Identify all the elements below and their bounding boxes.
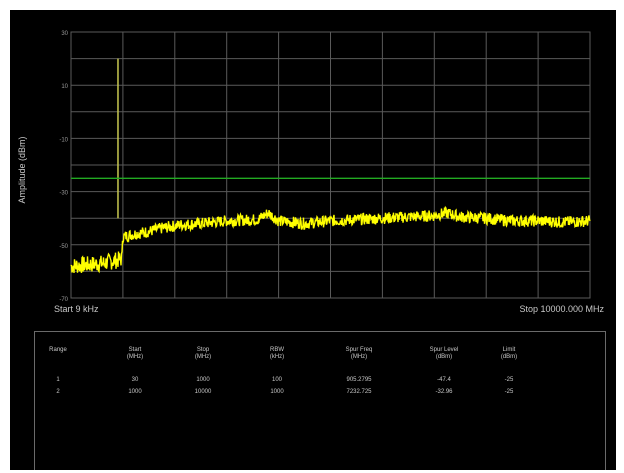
table-cell: -25 — [504, 377, 514, 383]
column-header: RBW — [270, 347, 284, 353]
column-header: Limit — [502, 347, 516, 353]
y-axis-label: Amplitude (dBm) — [17, 136, 27, 204]
analyzer-screen: 30 10 -10 -30 -50 -70 Amplitude (dBm) Start 9… — [10, 10, 616, 470]
column-header: Stop — [196, 347, 210, 353]
table-cell: -47.4 — [437, 377, 451, 383]
table-cell: 2 — [56, 389, 60, 395]
table-cell: -32.96 — [435, 389, 453, 395]
column-unit: (MHz) — [194, 354, 212, 360]
column-header: Spur Freq — [345, 347, 373, 353]
spectrum-trace — [70, 205, 591, 274]
y-tick-label: -10 — [59, 137, 68, 143]
table-cell: -25 — [504, 389, 514, 395]
x-start-label: Start 9 kHz — [54, 304, 99, 314]
table-cell: 1000 — [196, 377, 210, 383]
x-stop-label: Stop 10000.000 MHz — [519, 304, 604, 314]
table-cell: 905.2795 — [346, 377, 372, 383]
y-tick-label: -50 — [59, 244, 68, 250]
y-tick-label: -70 — [59, 297, 68, 303]
column-header: Spur Level — [429, 347, 459, 353]
table-cell: 1000 — [128, 389, 142, 395]
y-tick-label: -30 — [59, 191, 68, 197]
column-header: Start — [128, 347, 142, 353]
column-unit: (MHz) — [126, 354, 144, 360]
y-tick-label: 10 — [61, 84, 68, 90]
column-header: Range — [49, 347, 67, 353]
column-unit: (dBm) — [500, 354, 518, 360]
table-cell: 30 — [131, 377, 139, 383]
spectrum-plot: 30 10 -10 -30 -50 -70 — [59, 31, 591, 303]
y-tick-label: 30 — [61, 31, 68, 37]
table-cell: 1000 — [270, 389, 284, 395]
table-cell: 7232.725 — [346, 389, 372, 395]
table-cell: 1 — [56, 377, 60, 383]
spur-results-table: Range Start (MHz) Stop (MHz) RBW (kHz) Spur Fre… — [34, 331, 606, 470]
table-cell: 100 — [271, 377, 282, 383]
column-unit: (dBm) — [435, 354, 453, 360]
column-unit: (kHz) — [269, 354, 285, 360]
column-unit: (MHz) — [350, 354, 368, 360]
table-cell: 10000 — [194, 389, 212, 395]
